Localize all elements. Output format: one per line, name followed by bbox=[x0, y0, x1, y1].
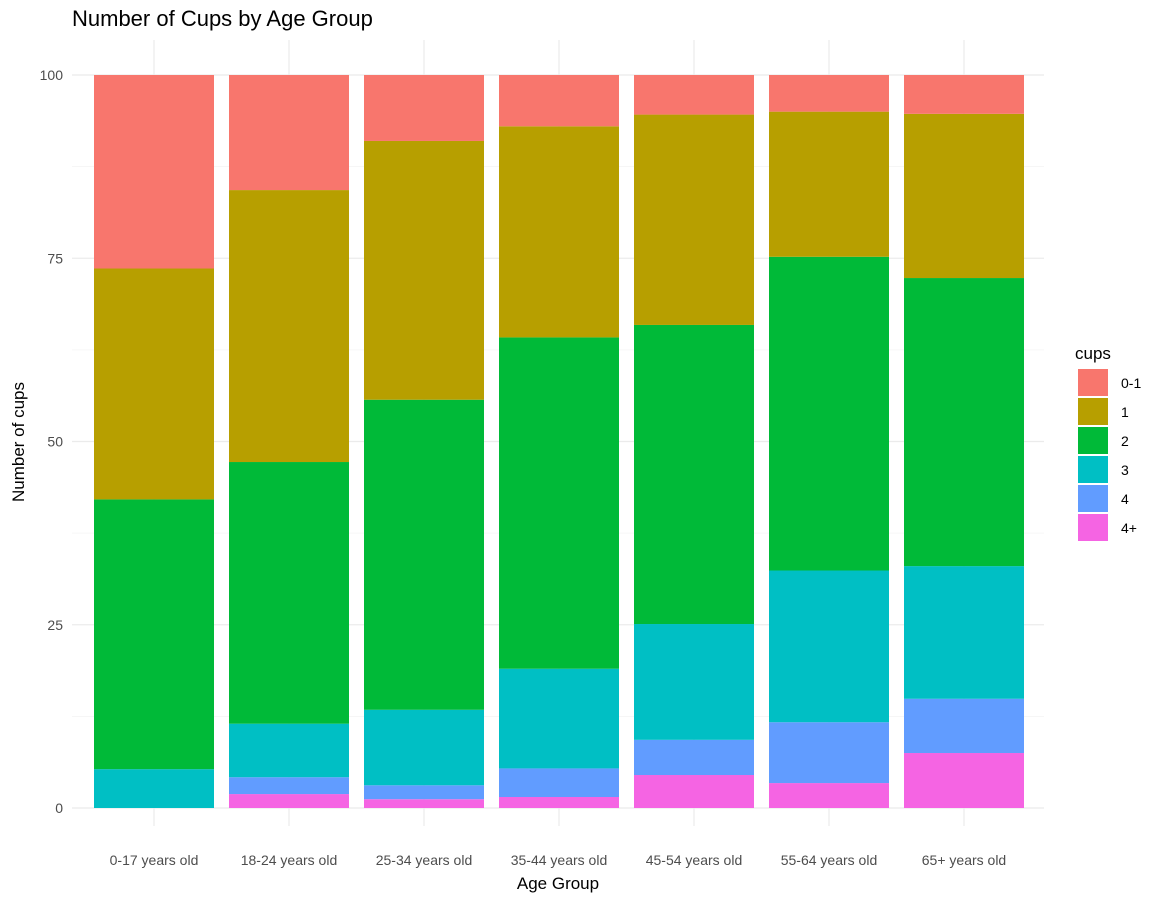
bar-segment-1 bbox=[94, 268, 214, 500]
bar-segment-2 bbox=[229, 462, 349, 724]
bar-segment-1 bbox=[904, 113, 1024, 279]
bar-segment-4 bbox=[499, 768, 619, 798]
bar-segment-4plus bbox=[769, 783, 889, 808]
bar-segment-1 bbox=[229, 190, 349, 463]
legend-label: 0-1 bbox=[1121, 375, 1141, 391]
legend-swatch bbox=[1078, 398, 1108, 425]
bar-segment-2 bbox=[364, 399, 484, 710]
x-tick-label: 65+ years old bbox=[922, 852, 1006, 868]
bar-segment-0-1 bbox=[229, 75, 349, 191]
bar-segment-2 bbox=[634, 324, 754, 625]
legend-title: cups bbox=[1075, 344, 1111, 363]
y-tick-label: 0 bbox=[55, 800, 63, 816]
bar-segment-0-1 bbox=[364, 75, 484, 141]
bar-segment-3 bbox=[769, 570, 889, 723]
bar-segment-4plus bbox=[634, 775, 754, 808]
x-tick-label: 55-64 years old bbox=[781, 852, 878, 868]
legend-label: 3 bbox=[1121, 462, 1129, 478]
bar-segment-1 bbox=[499, 126, 619, 338]
legend-items: 0-1 1 2 3 4 4+ bbox=[1078, 369, 1141, 541]
bar-segment-2 bbox=[94, 499, 214, 770]
y-tick-labels: 0 25 50 75 100 bbox=[40, 67, 64, 816]
bar-segment-3 bbox=[499, 668, 619, 769]
bar-segment-0-1 bbox=[634, 75, 754, 115]
bar-segment-2 bbox=[769, 256, 889, 571]
bar-segment-3 bbox=[364, 709, 484, 786]
bar-segment-4plus bbox=[904, 753, 1024, 808]
bar-segment-0-1 bbox=[94, 75, 214, 269]
y-tick-label: 100 bbox=[40, 67, 64, 83]
x-tick-label: 0-17 years old bbox=[110, 852, 199, 868]
bar-segment-3 bbox=[94, 769, 214, 808]
bar-segment-2 bbox=[904, 278, 1024, 567]
bar-segment-1 bbox=[364, 140, 484, 400]
legend-label: 1 bbox=[1121, 404, 1129, 420]
bar-segment-4plus bbox=[229, 794, 349, 808]
x-tick-label: 35-44 years old bbox=[511, 852, 608, 868]
bar-segment-4 bbox=[229, 777, 349, 795]
bar-segment-0-1 bbox=[769, 75, 889, 112]
x-axis-title: Age Group bbox=[517, 874, 599, 893]
y-tick-label: 25 bbox=[47, 617, 63, 633]
bar-layer bbox=[94, 75, 1024, 808]
y-tick-label: 75 bbox=[47, 250, 63, 266]
bar-segment-4plus bbox=[499, 797, 619, 808]
legend-swatch bbox=[1078, 485, 1108, 512]
bar-segment-1 bbox=[634, 114, 754, 325]
x-tick-label: 25-34 years old bbox=[376, 852, 473, 868]
bar-segment-3 bbox=[634, 624, 754, 740]
bar-segment-0-1 bbox=[499, 75, 619, 127]
bar-segment-1 bbox=[769, 111, 889, 257]
legend-label: 4+ bbox=[1121, 520, 1137, 536]
x-tick-labels: 0-17 years old 18-24 years old 25-34 years… bbox=[110, 852, 1007, 868]
y-axis-title: Number of cups bbox=[9, 382, 28, 502]
legend-swatch bbox=[1078, 427, 1108, 454]
x-tick-label: 45-54 years old bbox=[646, 852, 743, 868]
x-tick-label: 18-24 years old bbox=[241, 852, 338, 868]
bar-segment-4 bbox=[364, 785, 484, 800]
bar-segment-4 bbox=[769, 722, 889, 784]
legend-label: 2 bbox=[1121, 433, 1129, 449]
legend-swatch bbox=[1078, 456, 1108, 483]
legend-label: 4 bbox=[1121, 491, 1129, 507]
legend-swatch bbox=[1078, 514, 1108, 541]
bar-segment-4 bbox=[634, 739, 754, 776]
bar-segment-4plus bbox=[364, 799, 484, 808]
bar-segment-4 bbox=[904, 698, 1024, 754]
legend: cups 0-1 1 2 3 4 4+ bbox=[1075, 344, 1141, 541]
y-tick-label: 50 bbox=[47, 434, 63, 450]
legend-swatch bbox=[1078, 369, 1108, 396]
bar-segment-0-1 bbox=[904, 75, 1024, 114]
bar-segment-2 bbox=[499, 337, 619, 669]
bar-segment-3 bbox=[904, 566, 1024, 699]
chart-title: Number of Cups by Age Group bbox=[72, 6, 373, 31]
bar-segment-3 bbox=[229, 723, 349, 778]
